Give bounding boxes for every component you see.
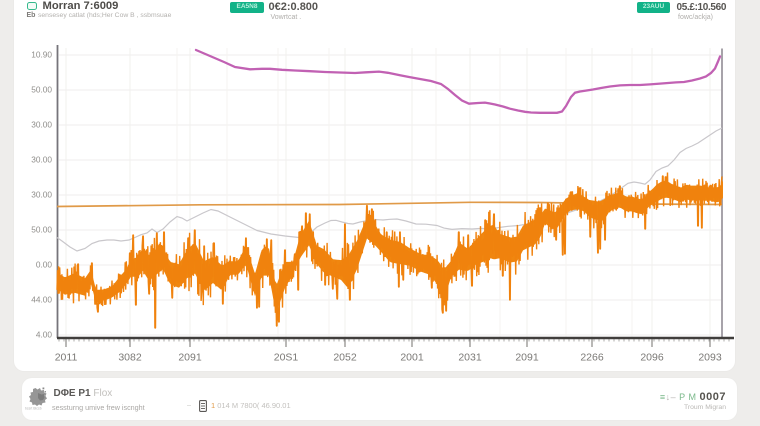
svg-text:bssrt Blcsb: bssrt Blcsb: [25, 407, 42, 411]
svg-text:4.00: 4.00: [36, 330, 53, 340]
svg-text:50.00: 50.00: [31, 85, 52, 95]
svg-text:2091: 2091: [178, 352, 202, 364]
svg-text:2266: 2266: [580, 352, 604, 364]
svg-text:50.00: 50.00: [31, 225, 52, 235]
svg-text:2052: 2052: [333, 352, 357, 364]
svg-text:2011: 2011: [55, 352, 78, 364]
svg-text:30.00: 30.00: [31, 120, 52, 130]
svg-text:2096: 2096: [640, 352, 664, 364]
svg-text:44.00: 44.00: [31, 295, 52, 305]
svg-text:2093: 2093: [698, 352, 722, 364]
svg-text:2091: 2091: [515, 352, 539, 364]
svg-text:0.00: 0.00: [36, 260, 53, 270]
svg-text:10.90: 10.90: [31, 50, 52, 60]
svg-text:3082: 3082: [118, 352, 142, 364]
svg-text:30.00: 30.00: [31, 190, 52, 200]
svg-text:2001: 2001: [400, 352, 424, 364]
svg-text:2031: 2031: [458, 352, 482, 364]
svg-text:20S1: 20S1: [274, 352, 299, 364]
svg-text:30.00: 30.00: [31, 155, 52, 165]
